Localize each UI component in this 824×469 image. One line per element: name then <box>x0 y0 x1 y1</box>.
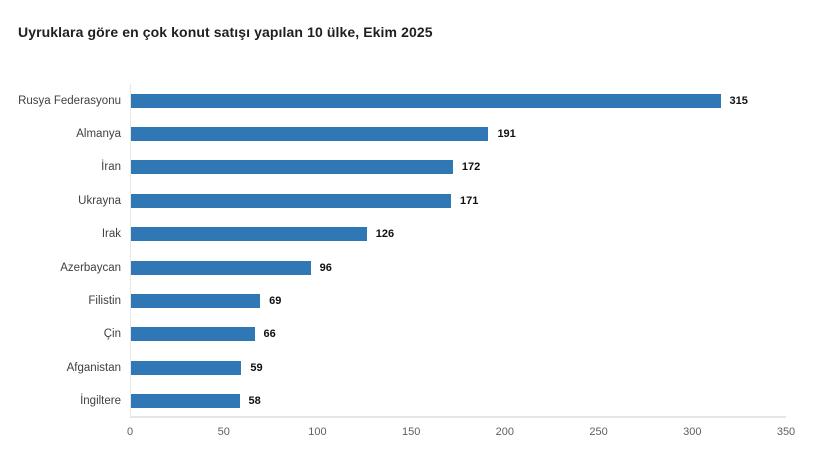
x-tick-label: 200 <box>495 426 515 438</box>
value-label: 172 <box>461 161 481 174</box>
category-label: Azerbaycan <box>60 261 121 274</box>
category-label: Irak <box>101 228 121 241</box>
category-label: Çin <box>103 328 121 341</box>
bar-row: Irak 126 <box>102 218 786 251</box>
x-axis-tick-labels: 0 50 100 150 200 250 300 350 <box>126 426 795 442</box>
value-label: 69 <box>269 295 282 308</box>
bar[interactable] <box>131 294 261 309</box>
x-tick-label: 250 <box>589 426 608 438</box>
x-tick-label: 350 <box>776 426 796 438</box>
bar-row: İngiltere 58 <box>80 385 786 418</box>
bar-row: Ukrayna 171 <box>78 184 786 217</box>
bar[interactable] <box>131 360 242 375</box>
bar[interactable] <box>131 260 311 275</box>
bar-row: İran 172 <box>101 151 786 184</box>
x-tick-label: 150 <box>401 426 421 438</box>
chart-title: Uyruklara göre en çok konut satışı yapıl… <box>18 24 433 40</box>
bar[interactable] <box>131 193 451 208</box>
bar-row: Çin 66 <box>104 318 786 351</box>
x-tick-label: 300 <box>683 426 702 438</box>
category-label: Rusya Federasyonu <box>18 94 121 107</box>
bar-row: Almanya 191 <box>76 117 786 150</box>
bar[interactable] <box>131 327 255 342</box>
category-label: İngiltere <box>80 395 121 408</box>
bar[interactable] <box>131 127 489 142</box>
value-label: 58 <box>248 395 261 408</box>
bar-row: Afganistan 59 <box>67 351 786 384</box>
value-label: 191 <box>497 128 516 141</box>
category-label: Afganistan <box>66 361 121 374</box>
bar[interactable] <box>131 394 240 409</box>
value-label: 126 <box>375 228 395 241</box>
x-tick-label: 0 <box>126 426 134 438</box>
bar-row: Filistin 69 <box>88 284 786 317</box>
x-tick-label: 50 <box>217 426 230 438</box>
category-label: İran <box>101 161 121 174</box>
x-tick-label: 100 <box>308 426 327 438</box>
plot-area: Rusya Federasyonu 315 Almanya 191 İran 172 Ukr… <box>18 84 786 418</box>
bar[interactable] <box>131 227 367 242</box>
bar-row: Azerbaycan 96 <box>60 251 786 284</box>
category-label: Ukrayna <box>78 194 121 207</box>
value-label: 171 <box>460 194 479 207</box>
bar-row: Rusya Federasyonu 315 <box>18 84 786 117</box>
value-label: 315 <box>729 94 748 107</box>
value-label: 59 <box>250 361 263 374</box>
value-label: 96 <box>319 261 332 274</box>
bar[interactable] <box>131 93 721 108</box>
category-label: Almanya <box>76 128 121 141</box>
bar[interactable] <box>131 160 453 175</box>
category-label: Filistin <box>88 295 121 308</box>
value-label: 66 <box>263 328 276 341</box>
